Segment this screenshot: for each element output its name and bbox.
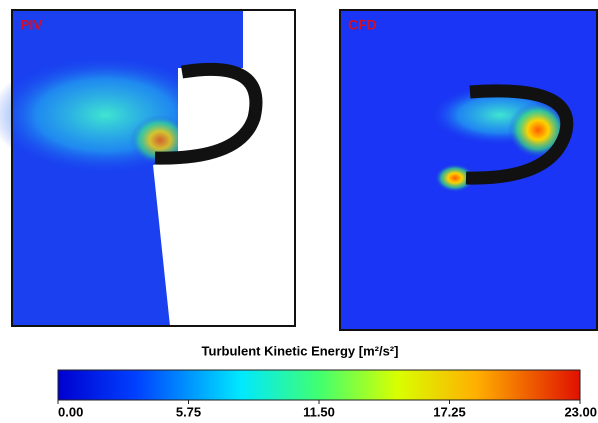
hook-shape (154, 62, 263, 165)
panel-frame (339, 9, 598, 331)
tick-label: 0.00 (58, 404, 83, 419)
colorbar (57, 369, 581, 401)
panel-label: CFD (348, 17, 377, 33)
colorbar-title: Turbulent Kinetic Energy [m²/s²] (202, 343, 399, 358)
tick-label: 23.00 (564, 404, 597, 419)
contour (508, 102, 568, 158)
tick-label: 5.75 (176, 404, 201, 419)
tick-label: 11.50 (303, 404, 335, 419)
piv-panel: PIV (0, 9, 296, 327)
tick-label: 17.25 (433, 404, 466, 419)
hook-shape (465, 84, 574, 185)
contour (435, 164, 475, 192)
panel-frame (11, 9, 296, 327)
cfd-panel: CFD (339, 9, 598, 331)
panel-label: PIV (20, 17, 43, 33)
